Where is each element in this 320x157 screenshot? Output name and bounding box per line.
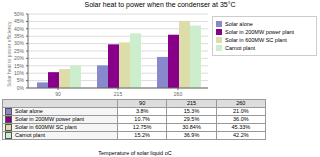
svg-text:260: 260: [174, 91, 183, 97]
svg-text:5%: 5%: [17, 77, 25, 83]
html-text:12.75%: 12.75%: [132, 124, 152, 131]
svg-text:25%: 25%: [14, 48, 25, 54]
html-text:15.3%: 15.3%: [183, 108, 200, 114]
html-text:45.33%: 45.33%: [231, 124, 251, 131]
html-text:36.0%: 36.0%: [233, 116, 249, 123]
html-text:Carnot plant: Carnot plant: [225, 45, 255, 51]
html-text:Carnot plant: Carnot plant: [15, 132, 45, 139]
html-text:260: 260: [236, 100, 246, 106]
html-text:Solar in 600MW SC plant: Solar in 600MW SC plant: [15, 124, 77, 131]
svg-text:45%: 45%: [14, 18, 25, 24]
html-text:42.2%: 42.2%: [233, 132, 249, 139]
svg-text:35%: 35%: [14, 33, 25, 39]
html-text:Temperature of solar liquid oC: Temperature of solar liquid oC: [98, 150, 172, 156]
svg-text:0%: 0%: [17, 85, 25, 91]
html-text:3.8%: 3.8%: [135, 108, 149, 114]
html-text:Solar alone: Solar alone: [15, 108, 43, 114]
svg-text:20%: 20%: [14, 55, 25, 61]
svg-text:40%: 40%: [14, 26, 25, 32]
html-text:90: 90: [139, 100, 146, 106]
html-text:Solar heat to power when the c: Solar heat to power when the condenser a…: [84, 1, 236, 8]
html-text:29.5%: 29.5%: [183, 116, 200, 123]
html-text:30.84%: 30.84%: [182, 124, 201, 131]
html-text:36.9%: 36.9%: [183, 132, 200, 139]
html-text:15.2%: 15.2%: [134, 132, 150, 139]
svg-text:90: 90: [55, 91, 61, 97]
html-text:215: 215: [186, 100, 197, 106]
html-text:Solar in 200MW power plant: Solar in 200MW power plant: [225, 29, 295, 35]
svg-text:30%: 30%: [14, 40, 25, 46]
html-text:Solar in 600MW SC plant: Solar in 600MW SC plant: [225, 37, 287, 43]
svg-text:215: 215: [114, 91, 123, 97]
svg-text:50%: 50%: [14, 11, 25, 17]
svg-text:10%: 10%: [14, 70, 25, 76]
html-text:10.7%: 10.7%: [134, 116, 150, 123]
html-text:Solar alone: Solar alone: [225, 21, 253, 27]
svg-text:15%: 15%: [14, 63, 25, 69]
svg-text:Solar heat to power efficiency: Solar heat to power efficiency: [8, 21, 12, 87]
html-text:21.0%: 21.0%: [233, 108, 249, 114]
html-text:Solar in 200MW power plant: Solar in 200MW power plant: [15, 116, 85, 123]
